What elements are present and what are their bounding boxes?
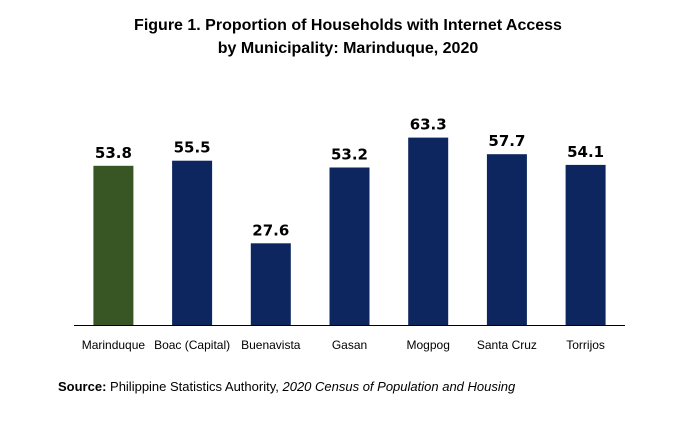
category-label-2: Buenavista xyxy=(241,338,301,352)
bars-group xyxy=(93,137,606,325)
chart-title-line-2: by Municipality: Marinduque, 2020 xyxy=(217,40,479,57)
category-label-0: Marinduque xyxy=(82,338,146,352)
value-label-2: 27.6 xyxy=(252,221,289,239)
bar-3 xyxy=(329,167,370,325)
bar-6 xyxy=(565,164,606,325)
category-label-5: Santa Cruz xyxy=(477,338,537,352)
category-label-4: Mogpog xyxy=(407,338,450,352)
bar-2 xyxy=(250,243,291,325)
value-label-5: 57.7 xyxy=(488,132,525,150)
bar-4 xyxy=(408,137,449,325)
bar-5 xyxy=(486,154,527,325)
source-label: Source: xyxy=(58,379,107,394)
value-label-4: 63.3 xyxy=(410,116,447,134)
value-label-6: 54.1 xyxy=(567,143,604,161)
value-label-3: 53.2 xyxy=(331,146,368,164)
source-title: 2020 Census of Population and Housing xyxy=(282,379,516,394)
category-label-6: Torrijos xyxy=(566,338,605,352)
source-note: Source: Philippine Statistics Authority,… xyxy=(58,379,515,394)
bar-1 xyxy=(172,160,213,325)
category-labels-group: Marinduque Boac (Capital) Buenavista Gasan M… xyxy=(82,338,605,352)
chart-title: Figure 1. Proportion of Households with … xyxy=(0,14,696,60)
chart-title-line-1: Figure 1. Proportion of Households with … xyxy=(134,17,562,34)
value-label-0: 53.8 xyxy=(95,144,132,162)
value-label-1: 55.5 xyxy=(174,139,211,157)
category-label-3: Gasan xyxy=(332,338,367,352)
bar-0 xyxy=(93,165,134,325)
value-labels-group: 53.8 55.5 27.6 53.2 63.3 57.7 54.1 xyxy=(95,116,604,240)
source-text: Philippine Statistics Authority, xyxy=(106,379,283,394)
category-label-1: Boac (Capital) xyxy=(154,338,230,352)
